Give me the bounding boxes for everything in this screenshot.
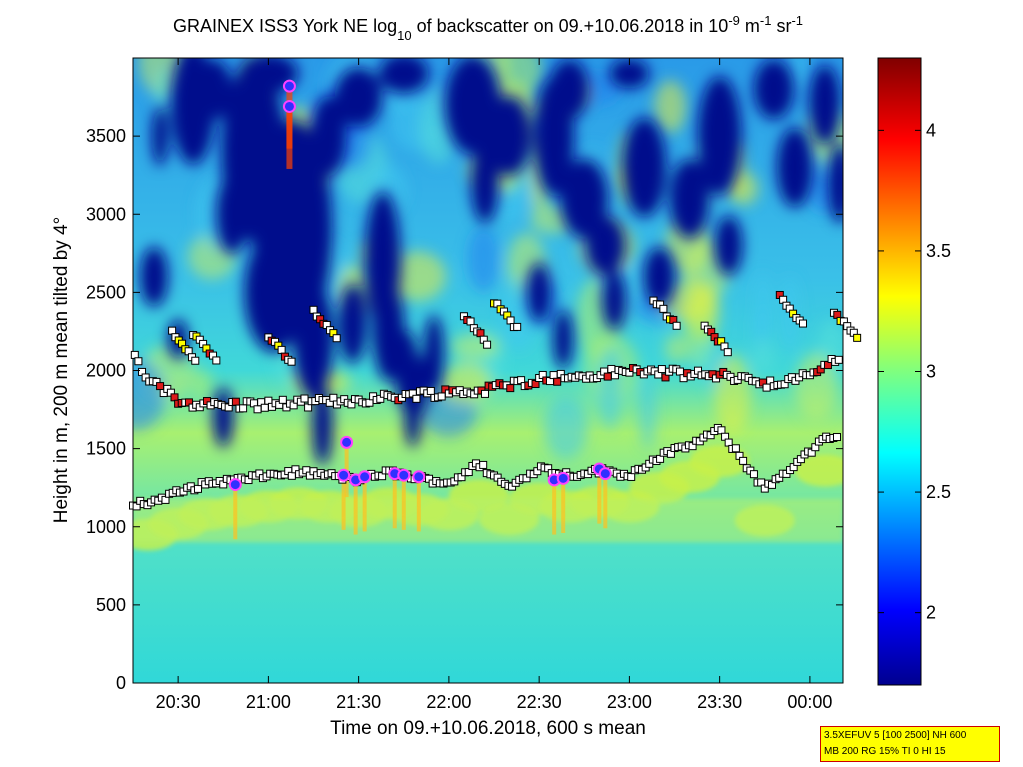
x-tick-label: 23:00 (607, 692, 652, 712)
plot-area (133, 58, 843, 683)
colorbar-tick-label: 4 (926, 120, 936, 140)
info-line-1: 3.5XEFUV 5 [100 2500] NH 600 (824, 730, 967, 741)
layer-marker (309, 305, 318, 314)
layer-marker (553, 377, 562, 386)
layer-marker (762, 383, 771, 392)
layer-marker (717, 426, 726, 435)
layer-marker (506, 316, 515, 325)
y-tick-label: 500 (96, 595, 126, 615)
layer-marker (253, 405, 262, 414)
y-tick-label: 1500 (86, 439, 126, 459)
layer-marker (853, 333, 862, 342)
strong-return-markers (228, 79, 612, 492)
info-line-2: MB 200 RG 15% TI 0 HI 15 (824, 746, 946, 757)
x-tick-label: 20:30 (156, 692, 201, 712)
strong-return-marker (340, 435, 354, 449)
strong-return-marker (337, 468, 351, 482)
x-tick-label: 22:30 (517, 692, 562, 712)
layer-marker (168, 326, 177, 335)
layer-marker (287, 471, 296, 480)
y-tick-label: 2000 (86, 361, 126, 381)
layer-marker (260, 403, 269, 412)
strong-return-marker (358, 470, 372, 484)
y-tick-label: 1000 (86, 517, 126, 537)
processing-info-box: 3.5XEFUV 5 [100 2500] NH 600 MB 200 RG 1… (820, 726, 1000, 762)
y-tick-label: 3500 (86, 126, 126, 146)
layer-marker (480, 389, 489, 398)
layer-marker (549, 371, 558, 380)
layer-marker (731, 444, 740, 453)
strong-return-marker (412, 470, 426, 484)
layer-marker (479, 460, 488, 469)
strong-return-marker (397, 468, 411, 482)
colorbar-tick-label: 3 (926, 362, 936, 382)
y-axis-label: Height in m, 200 m mean tilted by 4° (51, 217, 72, 523)
colorbar (877, 57, 922, 686)
colorbar-tick-label: 3.5 (926, 241, 951, 261)
x-tick-label: 00:00 (787, 692, 832, 712)
layer-marker (832, 433, 841, 442)
layer-marker (231, 397, 240, 406)
layer-marker (483, 340, 492, 349)
layer-marker (675, 367, 684, 376)
colorbar-axis: 2 2.5 3 3.5 4 (878, 120, 951, 623)
y-tick-label: 3000 (86, 204, 126, 224)
strong-return-marker (598, 467, 612, 481)
layer-marker (287, 357, 296, 366)
colorbar-tick-label: 2.5 (926, 482, 951, 502)
x-tick-label: 22:00 (426, 692, 471, 712)
x-axis: 20:30 21:00 21:30 22:00 22:30 23:00 23:30 00:00 (156, 58, 832, 712)
layer-detection-markers (129, 290, 862, 511)
chart-title: GRAINEX ISS3 York NE log10 of backscatte… (173, 13, 803, 43)
layer-marker (156, 382, 165, 391)
layer-marker (657, 365, 666, 374)
layer-marker (506, 384, 515, 393)
layer-marker (603, 372, 612, 381)
layer-marker (513, 322, 522, 331)
y-tick-label: 2500 (86, 282, 126, 302)
layer-marker (627, 472, 636, 481)
layer-marker (749, 470, 758, 479)
strong-return-marker (556, 471, 570, 485)
layer-marker (134, 357, 143, 366)
layer-marker (723, 348, 732, 357)
colorbar-tick-label: 2 (926, 603, 936, 623)
y-axis: 0 500 1000 1500 2000 2500 3000 3500 (86, 126, 843, 693)
layer-marker (278, 395, 287, 404)
layer-marker (437, 392, 446, 401)
layer-marker (329, 393, 338, 402)
layer-marker (834, 355, 843, 364)
layer-marker (212, 356, 221, 365)
layer-marker (277, 345, 286, 354)
layer-marker (239, 404, 248, 413)
layer-marker (659, 304, 668, 313)
strong-return-marker (282, 99, 296, 113)
x-tick-label: 21:30 (336, 692, 381, 712)
layer-marker (412, 394, 421, 403)
x-axis-label: Time on 09.+10.06.2018, 600 s mean (330, 718, 646, 739)
x-tick-label: 21:00 (246, 692, 291, 712)
layer-marker (426, 386, 435, 395)
x-tick-label: 23:30 (697, 692, 742, 712)
y-tick-label: 0 (116, 673, 126, 693)
layer-marker (332, 334, 341, 343)
layer-marker (191, 356, 200, 365)
layer-marker (300, 394, 309, 403)
layer-marker (193, 484, 202, 493)
strong-return-marker (228, 478, 242, 492)
layer-marker (466, 317, 475, 326)
layer-marker (739, 456, 748, 465)
layer-marker (672, 321, 681, 330)
layer-marker (798, 319, 807, 328)
strong-return-marker (282, 79, 296, 93)
layer-marker (476, 329, 485, 338)
